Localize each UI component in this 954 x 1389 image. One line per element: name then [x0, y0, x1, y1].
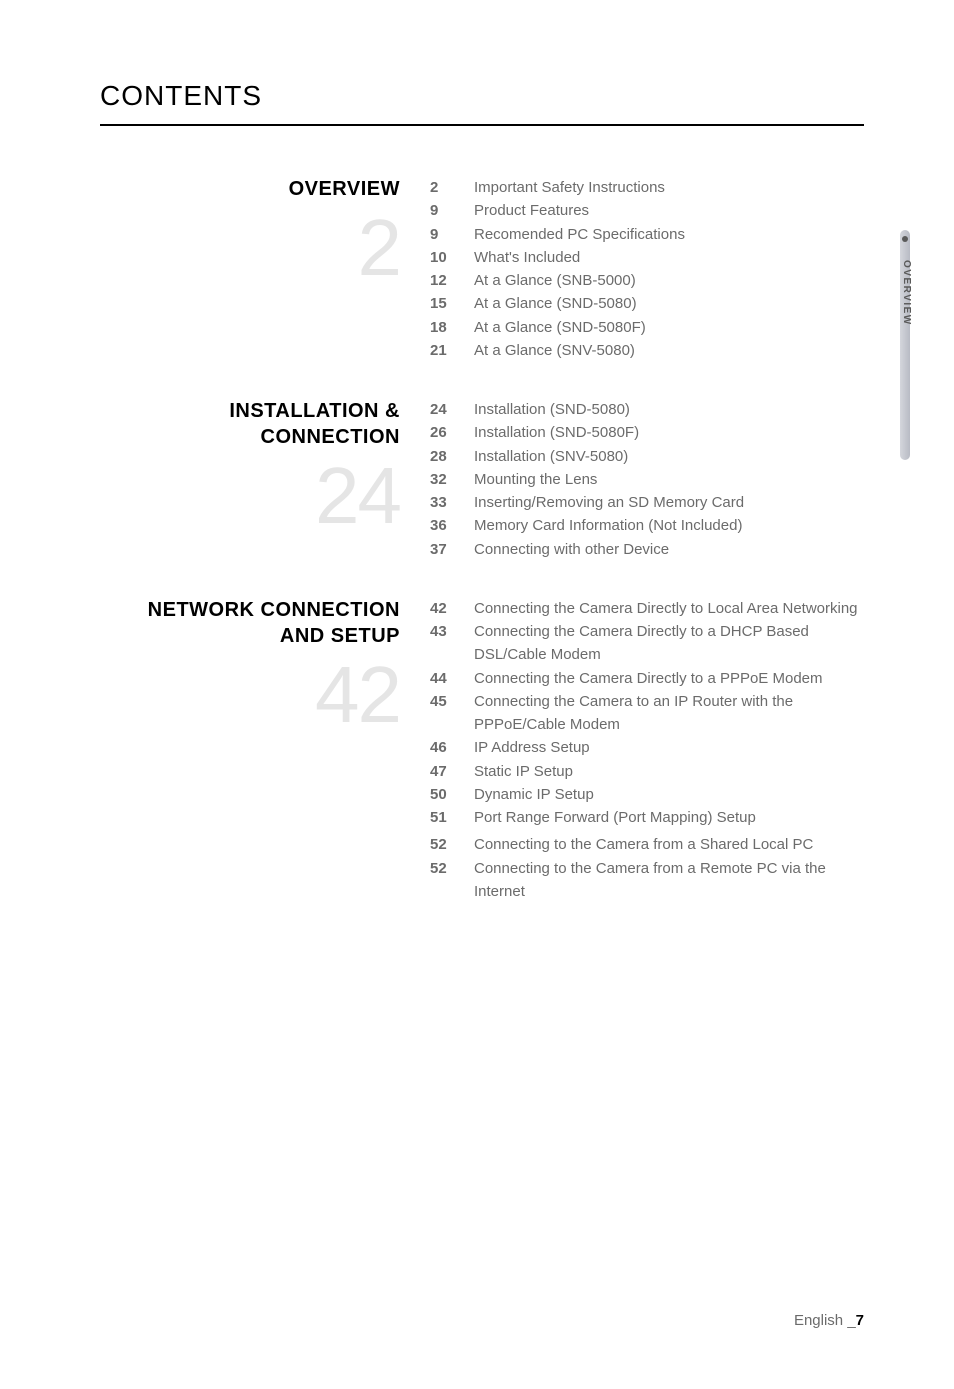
- toc-page: 37: [430, 538, 474, 561]
- toc-page: 45: [430, 690, 474, 737]
- side-tab: OVERVIEW: [892, 230, 910, 460]
- toc-text: Connecting the Camera Directly to Local …: [474, 597, 864, 620]
- toc-page: 36: [430, 514, 474, 537]
- toc-text: Connecting the Camera Directly to a PPPo…: [474, 667, 864, 690]
- toc-page: 50: [430, 783, 474, 806]
- toc-text: Product Features: [474, 199, 864, 222]
- section-heading: NETWORK CONNECTION AND SETUP: [100, 597, 400, 649]
- section-heading: INSTALLATION & CONNECTION: [100, 398, 400, 450]
- toc-page: 9: [430, 223, 474, 246]
- toc-text: At a Glance (SND-5080F): [474, 316, 864, 339]
- toc-section-overview: OVERVIEW 2 2Important Safety Instruction…: [100, 176, 864, 362]
- toc-row: 28Installation (SNV-5080): [430, 445, 864, 468]
- toc-text: Important Safety Instructions: [474, 176, 864, 199]
- toc-text: Installation (SND-5080F): [474, 421, 864, 444]
- toc-row: 47Static IP Setup: [430, 760, 864, 783]
- toc-row: 9Recomended PC Specifications: [430, 223, 864, 246]
- toc-text: Dynamic IP Setup: [474, 783, 864, 806]
- toc-page: 32: [430, 468, 474, 491]
- toc-page: 33: [430, 491, 474, 514]
- side-tab-dot-icon: [902, 236, 908, 242]
- toc-text: At a Glance (SNV-5080): [474, 339, 864, 362]
- toc-row: 10What's Included: [430, 246, 864, 269]
- toc-text: At a Glance (SND-5080): [474, 292, 864, 315]
- toc-row: 15At a Glance (SND-5080): [430, 292, 864, 315]
- toc-text: What's Included: [474, 246, 864, 269]
- side-tab-label: OVERVIEW: [901, 260, 912, 326]
- toc-page: 44: [430, 667, 474, 690]
- toc-section-network: NETWORK CONNECTION AND SETUP 42 42Connec…: [100, 597, 864, 903]
- toc-text: Memory Card Information (Not Included): [474, 514, 864, 537]
- footer-separator: _: [847, 1312, 855, 1329]
- toc-page: 46: [430, 736, 474, 759]
- toc-text: At a Glance (SNB-5000): [474, 269, 864, 292]
- section-big-number: 2: [100, 208, 400, 288]
- toc-text: Installation (SND-5080): [474, 398, 864, 421]
- footer-page-number: 7: [856, 1312, 864, 1329]
- toc-page: 10: [430, 246, 474, 269]
- toc-row: 36Memory Card Information (Not Included): [430, 514, 864, 537]
- toc-page: 28: [430, 445, 474, 468]
- section-big-number: 24: [100, 456, 400, 536]
- toc-page: 12: [430, 269, 474, 292]
- toc-row: 52Connecting to the Camera from a Shared…: [430, 833, 864, 856]
- toc-row: 12At a Glance (SNB-5000): [430, 269, 864, 292]
- toc-page: 24: [430, 398, 474, 421]
- toc-text: IP Address Setup: [474, 736, 864, 759]
- toc-text: Connecting to the Camera from a Shared L…: [474, 833, 864, 856]
- toc-text: Connecting the Camera Directly to a DHCP…: [474, 620, 864, 667]
- toc-page: 47: [430, 760, 474, 783]
- toc-row: 44Connecting the Camera Directly to a PP…: [430, 667, 864, 690]
- toc-row: 50Dynamic IP Setup: [430, 783, 864, 806]
- toc-row: 21At a Glance (SNV-5080): [430, 339, 864, 362]
- toc-page: 15: [430, 292, 474, 315]
- toc-page: 2: [430, 176, 474, 199]
- toc-row: 37Connecting with other Device: [430, 538, 864, 561]
- toc-text: Mounting the Lens: [474, 468, 864, 491]
- toc-row: 51Port Range Forward (Port Mapping) Setu…: [430, 806, 864, 829]
- toc-section-installation: INSTALLATION & CONNECTION 24 24Installat…: [100, 398, 864, 561]
- toc-text: Connecting to the Camera from a Remote P…: [474, 857, 864, 904]
- toc-page: 42: [430, 597, 474, 620]
- toc-text: Port Range Forward (Port Mapping) Setup: [474, 806, 864, 829]
- toc-text: Connecting with other Device: [474, 538, 864, 561]
- toc-row: 45Connecting the Camera to an IP Router …: [430, 690, 864, 737]
- toc-row: 42Connecting the Camera Directly to Loca…: [430, 597, 864, 620]
- page-footer: English _7: [794, 1312, 864, 1329]
- toc-text: Inserting/Removing an SD Memory Card: [474, 491, 864, 514]
- section-heading: OVERVIEW: [100, 176, 400, 202]
- toc-text: Recomended PC Specifications: [474, 223, 864, 246]
- toc-text: Static IP Setup: [474, 760, 864, 783]
- section-big-number: 42: [100, 655, 400, 735]
- toc-row: 32Mounting the Lens: [430, 468, 864, 491]
- toc-row: 43Connecting the Camera Directly to a DH…: [430, 620, 864, 667]
- toc-page: 9: [430, 199, 474, 222]
- toc-row: 9Product Features: [430, 199, 864, 222]
- footer-language: English: [794, 1312, 843, 1329]
- toc-row: 26Installation (SND-5080F): [430, 421, 864, 444]
- toc-row: 2Important Safety Instructions: [430, 176, 864, 199]
- toc-text: Installation (SNV-5080): [474, 445, 864, 468]
- toc-page: 26: [430, 421, 474, 444]
- toc-text: Connecting the Camera to an IP Router wi…: [474, 690, 864, 737]
- toc-row: 52Connecting to the Camera from a Remote…: [430, 857, 864, 904]
- toc-page: 43: [430, 620, 474, 667]
- toc-page: 18: [430, 316, 474, 339]
- toc-row: 46IP Address Setup: [430, 736, 864, 759]
- toc-page: 51: [430, 806, 474, 829]
- toc-page: 21: [430, 339, 474, 362]
- toc-row: 18At a Glance (SND-5080F): [430, 316, 864, 339]
- toc-row: 24Installation (SND-5080): [430, 398, 864, 421]
- page-title: CONTENTS: [100, 80, 864, 126]
- toc-row: 33Inserting/Removing an SD Memory Card: [430, 491, 864, 514]
- toc-page: 52: [430, 833, 474, 856]
- toc-page: 52: [430, 857, 474, 904]
